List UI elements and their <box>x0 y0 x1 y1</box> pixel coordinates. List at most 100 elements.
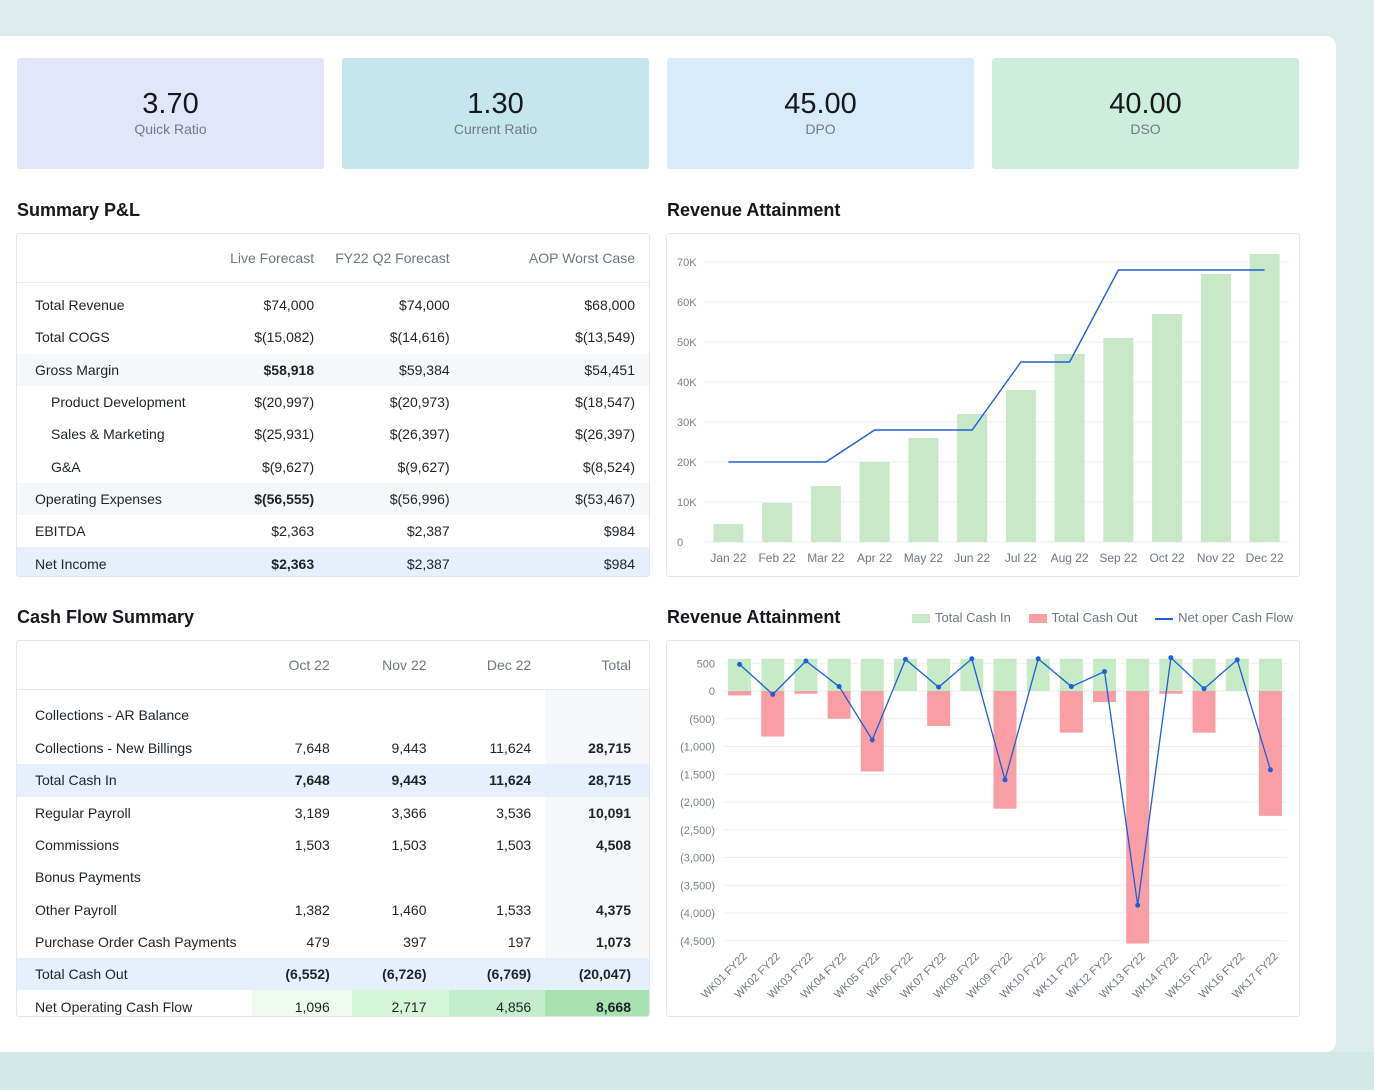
cashflow-row-label: Regular Payroll <box>35 804 131 821</box>
net-cash-flow-point <box>1267 767 1273 773</box>
pl-cell: $54,451 <box>584 361 635 378</box>
cashflow-cell <box>252 690 352 733</box>
cash-out-bar <box>1093 691 1117 703</box>
cashflow-table-card: Oct 22 Nov 22 Dec 22 Total Collections -… <box>16 640 650 1017</box>
net-cash-flow-point <box>737 661 743 667</box>
cashflow-col-header: Nov 22 <box>351 641 449 690</box>
x-tick-label: Aug 22 <box>1051 551 1089 565</box>
cashflow-chart-legend: Total Cash In Total Cash Out Net oper Ca… <box>912 610 1293 625</box>
pl-row-label: Gross Margin <box>35 361 120 378</box>
cash-in-bar <box>761 658 785 691</box>
cashflow-chart-card: 500 0 (500) (1,000) (1,500) (2,000) (2,500) (3,… <box>666 640 1300 1017</box>
revenue-chart-card: 0 10K 20K 30K 40K 50K 60K 70K Jan 22 Feb 22 Mar 22… <box>666 233 1300 577</box>
cashflow-row: Net Operating Cash Flow 1,096 2,717 4,856 8,… <box>17 990 649 1016</box>
pl-row: Total Revenue $74,000 $74,000 $68,000 <box>17 283 649 322</box>
cashflow-header-blank <box>17 641 252 690</box>
pl-cell: $(13,549) <box>575 329 635 346</box>
cashflow-col-header: Oct 22 <box>252 641 352 690</box>
cashflow-cell: 9,443 <box>391 772 427 789</box>
cash-in-bar <box>960 658 984 691</box>
cashflow-cell: 11,624 <box>489 772 532 789</box>
revenue-attainment-chart: 0 10K 20K 30K 40K 50K 60K 70K Jan 22 Feb 22 Mar 22… <box>677 254 1289 565</box>
cashflow-row: Bonus Payments <box>17 861 649 894</box>
cashflow-row-label: Total Cash In <box>35 772 117 789</box>
pl-cell: $(9,627) <box>397 458 450 475</box>
pl-cell: $(26,397) <box>575 426 635 443</box>
cashflow-row: Purchase Order Cash Payments 479 397 197 1,0… <box>17 925 649 959</box>
cashflow-cell: 3,536 <box>496 804 532 821</box>
cashflow-row-label: Total Cash Out <box>35 966 128 983</box>
net-cash-flow-point <box>1234 657 1240 663</box>
cashflow-row: Collections - New Billings 7,648 9,443 11,6… <box>17 732 649 765</box>
x-tick-label: May 22 <box>904 551 944 565</box>
pl-row-label: EBITDA <box>35 523 86 540</box>
cashflow-cell: 28,715 <box>545 732 649 765</box>
pl-cell: $(15,082) <box>254 329 315 346</box>
y-tick-label: (4,000) <box>680 908 715 920</box>
y-tick-label: 50K <box>677 337 697 349</box>
cashflow-cell: 1,073 <box>545 925 649 959</box>
y-tick-label: (2,500) <box>680 825 715 837</box>
y-tick-label: (4,500) <box>680 936 715 948</box>
cashflow-cell: 397 <box>403 933 427 950</box>
legend-label: Total Cash Out <box>1051 610 1138 625</box>
cash-out-bar <box>1258 691 1282 816</box>
legend-label: Net oper Cash Flow <box>1178 610 1294 625</box>
cashflow-cell: (6,769) <box>486 966 532 983</box>
cashflow-cell: 4,508 <box>545 828 649 862</box>
pl-cell: $(14,616) <box>389 329 450 346</box>
cash-in-bar <box>993 658 1017 691</box>
kpi-card-dpo: 45.00 DPO <box>667 58 974 169</box>
cash-out-bar <box>993 691 1017 809</box>
cash-in-bar <box>728 658 752 691</box>
pl-cell: $(25,931) <box>254 426 315 443</box>
cashflow-cell <box>545 861 649 894</box>
pl-cell: $984 <box>603 523 635 540</box>
cash-out-bar <box>728 691 752 696</box>
cashflow-cell: 1,503 <box>496 837 532 854</box>
pl-cell: $2,363 <box>271 555 315 572</box>
pl-cell: $(56,555) <box>254 490 315 507</box>
cashflow-header-row: Oct 22 Nov 22 Dec 22 Total <box>17 641 649 690</box>
pl-cell: $(9,627) <box>261 458 315 475</box>
cashflow-cell <box>545 689 649 732</box>
cash-out-bar <box>1059 691 1083 733</box>
pl-col-header: Live Forecast <box>206 234 325 283</box>
revenue-bar <box>1200 274 1231 542</box>
legend-swatch-icon <box>1028 614 1047 624</box>
kpi-label: DSO <box>1130 121 1161 137</box>
cashflow-row-label: Other Payroll <box>35 901 117 918</box>
cashflow-cell <box>449 690 546 733</box>
pl-row-label: Total COGS <box>35 329 110 346</box>
cashflow-cell: (20,047) <box>578 966 631 983</box>
kpi-value: 40.00 <box>1109 88 1182 120</box>
cash-out-bar <box>761 691 785 737</box>
pl-row-label: Product Development <box>51 394 186 411</box>
cashflow-cell: 479 <box>306 933 330 950</box>
pl-row-label: Total Revenue <box>35 297 125 314</box>
y-tick-label: (500) <box>689 714 715 726</box>
net-cash-flow-point <box>902 656 908 662</box>
pl-cell: $58,918 <box>263 361 315 378</box>
x-tick-label: Jul 22 <box>1005 551 1037 565</box>
cash-in-bar <box>794 658 818 691</box>
revenue-bar <box>810 486 841 542</box>
x-tick-label: Nov 22 <box>1197 551 1235 565</box>
x-tick-label: Jan 22 <box>710 551 746 565</box>
target-line <box>728 269 1265 463</box>
pl-col-header: AOP Worst Case <box>481 234 649 283</box>
revenue-bar <box>1249 254 1280 542</box>
kpi-value: 1.30 <box>467 88 524 120</box>
y-tick-label: 0 <box>677 537 683 549</box>
cashflow-row: Commissions 1,503 1,503 1,503 4,508 <box>17 828 649 862</box>
pl-col-header: FY22 Q2 Forecast <box>324 234 482 283</box>
cash-out-bar <box>860 691 884 772</box>
pl-cell: $2,387 <box>406 523 450 540</box>
cashflow-row: Other Payroll 1,382 1,460 1,533 4,375 <box>17 893 649 926</box>
y-tick-label: (3,000) <box>680 853 715 865</box>
x-tick-label: Sep 22 <box>1099 551 1137 565</box>
x-tick-label: Oct 22 <box>1149 551 1185 565</box>
pl-title: Summary P&L <box>17 200 141 220</box>
cashflow-chart-title: Revenue Attainment <box>667 607 841 627</box>
y-tick-label: 10K <box>677 497 697 509</box>
